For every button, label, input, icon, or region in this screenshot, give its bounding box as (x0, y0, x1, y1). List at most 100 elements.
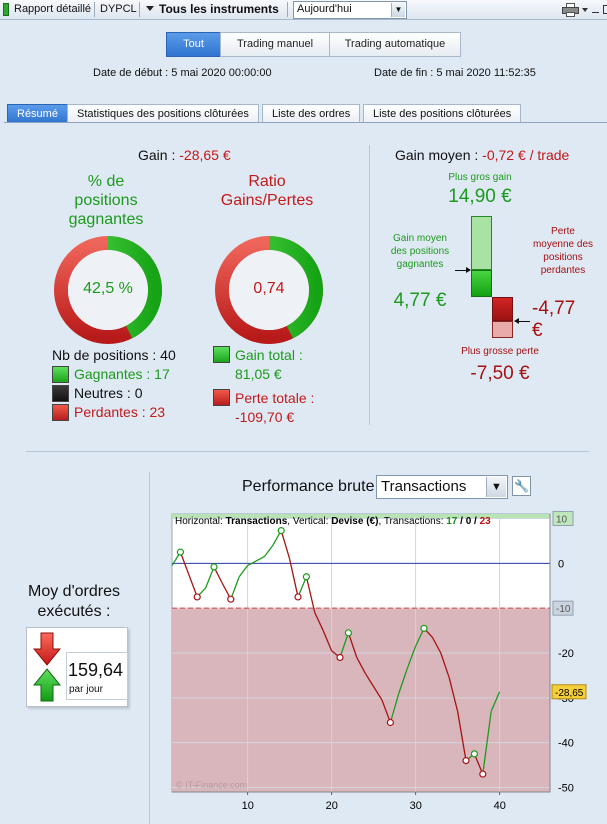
section-divider-h (26, 451, 589, 452)
instruments-menu[interactable]: Tous les instruments (159, 2, 279, 16)
minimize-icon[interactable] (592, 12, 599, 13)
data-point (479, 770, 487, 778)
perf-select-value: Transactions (381, 478, 467, 495)
data-point (210, 563, 218, 571)
wrench-icon[interactable]: 🔧 (512, 476, 531, 496)
segment-trading-automatique[interactable]: Trading automatique (329, 32, 461, 57)
series-segment (305, 576, 316, 613)
orders-value: 159,64 (68, 660, 124, 680)
series-segment (356, 657, 366, 674)
arrow-right-head (466, 267, 471, 273)
series-segment (204, 566, 215, 589)
print-icon[interactable] (562, 3, 579, 17)
series-segment (314, 612, 324, 631)
period-value: Aujourd'hui (297, 3, 352, 15)
best-gain-value: 14,90 € (448, 186, 512, 207)
series-segment (347, 632, 358, 658)
highlight-tick-label: 10 (556, 514, 568, 525)
report-button[interactable]: Rapport détaillé (14, 3, 92, 15)
neutral-label: Neutres : 0 (74, 385, 143, 401)
section-divider (369, 145, 370, 425)
highlight-tick-box (552, 600, 574, 616)
toolbar: Rapport détaillé DYPCL Tous les instrume… (0, 0, 607, 20)
series-segment (389, 693, 400, 723)
series-segment (473, 753, 484, 775)
series-segment (188, 574, 198, 598)
data-point (193, 593, 201, 601)
neutral-swatch (52, 385, 69, 402)
series-segment (179, 551, 190, 575)
ratio-value: 0,74 (253, 280, 285, 297)
pct-title: % de positions gagnantes (68, 173, 144, 228)
y-tick-label: -20 (558, 648, 574, 660)
gain-line: Gain : -28,65 € (138, 147, 231, 163)
avg-loss-bar (492, 297, 513, 321)
loss-zone (172, 608, 550, 792)
worst-loss-value: -7,50 € (470, 363, 530, 384)
arrow-left-head (514, 318, 519, 324)
series-segment (238, 565, 249, 578)
gain-label: Gain : (138, 147, 180, 163)
best-gain-bar (471, 216, 492, 270)
avg-gain-label: Gain moyen : (395, 147, 483, 163)
x-tick-label: 30 (410, 800, 422, 812)
data-point (462, 757, 470, 765)
arrow-left-icon (518, 321, 530, 322)
ratio-title: Ratio Gains/Pertes (220, 173, 314, 209)
losers-swatch (52, 404, 69, 421)
start-date: Date de début : 5 mai 2020 00:00:00 (93, 67, 272, 79)
orders-value-box (66, 652, 128, 700)
chart-info: Horizontal: Transactions, Vertical: Devi… (175, 516, 491, 527)
print-arrow-icon[interactable] (582, 8, 588, 12)
orders-unit: par jour (69, 684, 103, 695)
perf-chart: Horizontal: Transactions, Vertical: Devi… (171, 510, 587, 812)
perte-totale-label: Perte totale : (235, 390, 315, 406)
data-point (176, 548, 184, 556)
segment-tout[interactable]: Tout (166, 32, 221, 57)
series-segment (255, 556, 265, 562)
gain-value: -28,65 € (179, 147, 231, 163)
data-point (470, 750, 478, 758)
tab-liste-positions[interactable]: Liste des positions clôturées (363, 104, 522, 123)
avg-win-label: Gain moyen des positions gagnantes (390, 233, 450, 270)
series-segment (406, 646, 417, 669)
losers-label: Perdantes : 23 (74, 404, 166, 420)
series-segment (381, 699, 392, 723)
series-segment (263, 544, 274, 557)
watermark: © IT-Finance.com (176, 780, 247, 790)
avg-loss-value: -4,77 € (532, 298, 576, 341)
series-segment (398, 668, 408, 694)
account-button[interactable]: DYPCL (100, 3, 137, 15)
series-segment (288, 558, 299, 598)
end-date: Date de fin : 5 mai 2020 11:52:35 (374, 67, 536, 79)
perf-select[interactable]: Transactions ▼ (376, 475, 508, 499)
data-point (227, 595, 235, 603)
data-point (294, 593, 302, 601)
series-segment (322, 630, 333, 652)
best-gain-label: Plus gros gain (448, 172, 512, 183)
y-tick-label: -50 (558, 783, 574, 795)
dropdown-arrow-icon (146, 6, 154, 11)
pct-donut (54, 236, 162, 344)
perf-title: Performance brute (242, 478, 375, 495)
series-segment (247, 560, 257, 567)
series-segment (297, 576, 308, 598)
tab-liste-ordres[interactable]: Liste des ordres (262, 104, 361, 123)
avg-gain-bar (471, 270, 492, 297)
period-select[interactable]: Aujourd'hui ▼ (293, 1, 407, 19)
ratio-arc (215, 236, 323, 344)
tab-resume[interactable]: Résumé (7, 104, 68, 123)
report-icon (3, 3, 9, 16)
ratio-donut (215, 236, 323, 344)
nb-positions: Nb de positions : 40 (52, 347, 176, 363)
tab-statistiques[interactable]: Statistiques des positions clôturées (67, 104, 259, 123)
chevron-down-icon: ▼ (391, 3, 405, 17)
avg-loss-label: Perte moyenne des positions perdantes (532, 226, 594, 276)
series-segment (482, 711, 492, 775)
series-segment (339, 632, 350, 658)
series-segment (364, 672, 375, 687)
series-segment (456, 711, 467, 761)
series-segment (373, 686, 383, 701)
data-point (302, 573, 310, 581)
segment-trading-manuel[interactable]: Trading manuel (220, 32, 330, 57)
